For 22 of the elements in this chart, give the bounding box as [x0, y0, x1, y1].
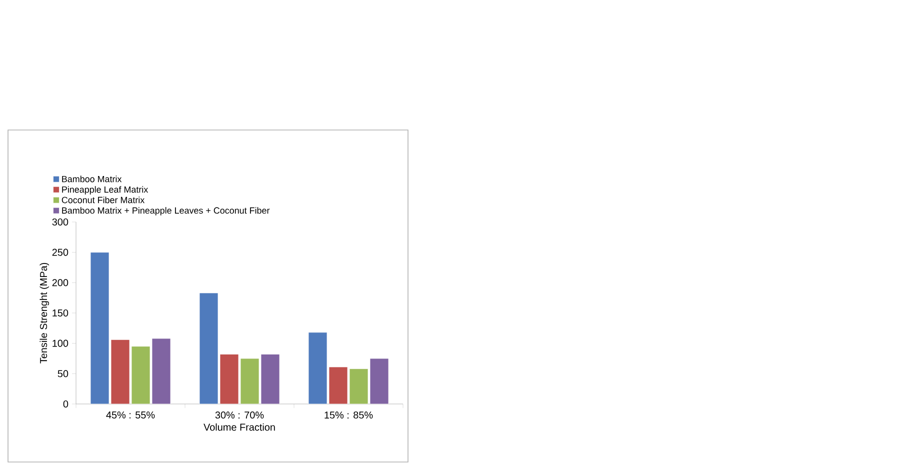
- bar: [260, 354, 280, 404]
- x-tick-label: 30% : 70%: [215, 412, 264, 419]
- bar: [220, 354, 239, 404]
- legend-label: Coconut Fiber Matrix: [62, 196, 145, 204]
- y-tick-label: 50: [58, 370, 68, 378]
- legend-label: Bamboo Matrix: [62, 176, 122, 182]
- legend-label: Pineapple Leaf Matrix: [62, 186, 148, 194]
- y-tick-label: 300: [52, 218, 68, 226]
- x-tick-label: 45% : 55%: [106, 411, 155, 419]
- x-tick-label: 15% : 85%: [324, 412, 373, 419]
- x-axis-title: Volume Fraction: [204, 423, 275, 431]
- bar: [152, 338, 171, 404]
- bar: [328, 366, 348, 404]
- y-tick-label: 100: [52, 340, 68, 347]
- bar: [110, 339, 130, 404]
- y-tick-label: 150: [52, 309, 68, 317]
- y-tick-label: 250: [52, 248, 68, 256]
- y-tick-label: 200: [52, 279, 68, 286]
- bar: [370, 358, 389, 404]
- y-tick-label: 0: [63, 400, 68, 408]
- legend-label: Bamboo Matrix + Pineapple Leaves + Coconut Fiber: [62, 207, 270, 216]
- y-axis-title: Tensile Strenght (MPa): [40, 262, 50, 364]
